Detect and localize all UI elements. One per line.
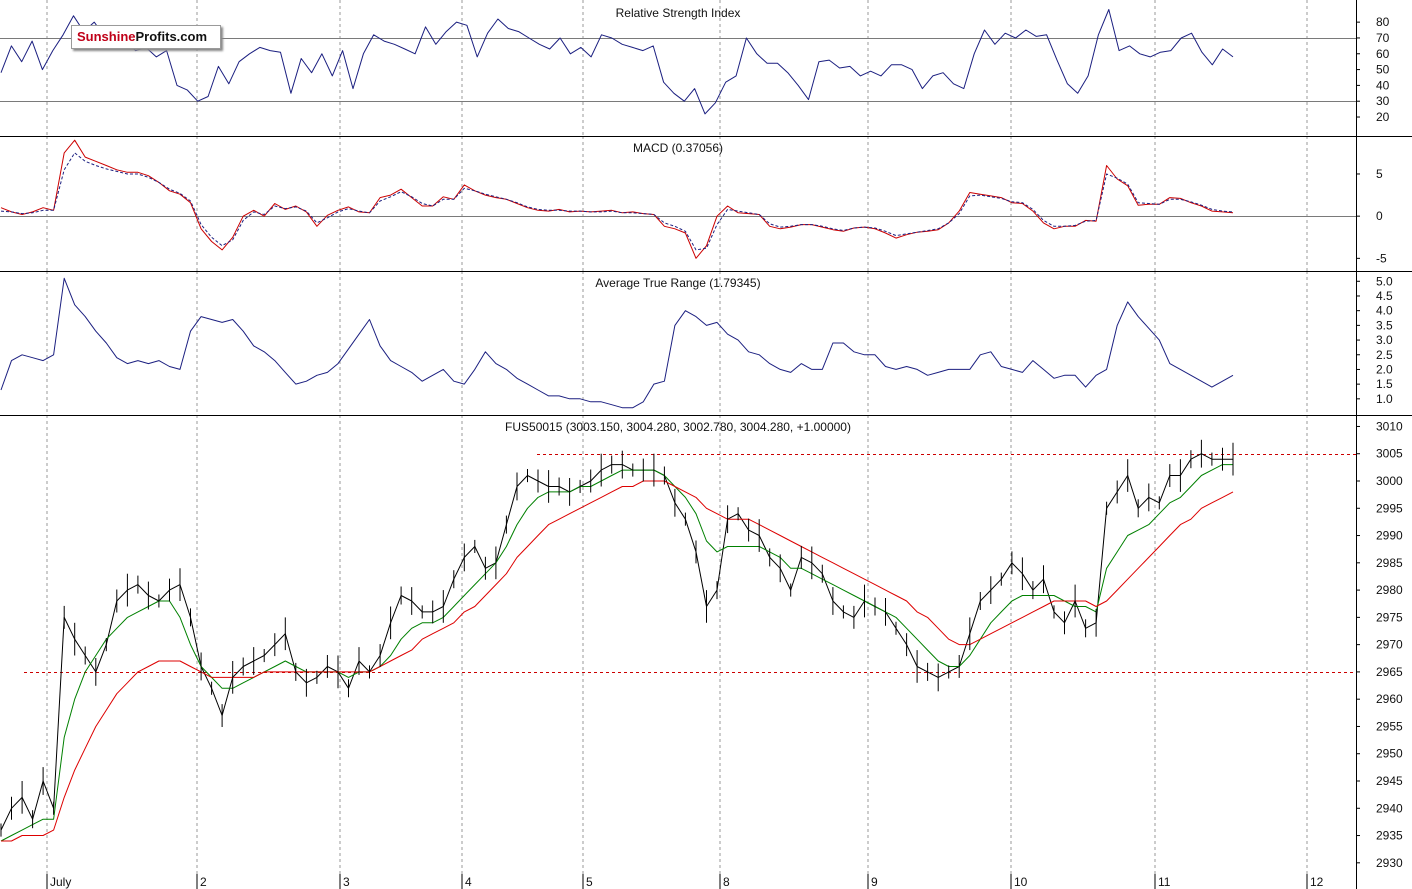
price-pane-title: FUS50015 (3003.150, 3004.280, 3002.780, … [505, 420, 851, 434]
price-y-tick-label-12: 2950 [1376, 747, 1403, 761]
price-y-tick-label-11: 2955 [1376, 720, 1403, 734]
atr-y-tick-label-8: 1.0 [1376, 392, 1393, 406]
price-y-tick-label-9: 2965 [1376, 665, 1403, 679]
price-y-tick-label-7: 2975 [1376, 610, 1403, 624]
atr-y-tick-label-0: 5.0 [1376, 274, 1393, 288]
x-axis-label-6: 9 [871, 875, 878, 889]
price-y-tick-label-15: 2935 [1376, 829, 1403, 843]
x-axis-label-3: 4 [465, 875, 472, 889]
rsi-y-tick-label-3: 50 [1376, 63, 1390, 77]
logo-part-sunshine: Sunshine [77, 29, 136, 44]
price-y-tick-label-2: 3000 [1376, 474, 1403, 488]
rsi-y-tick-label-6: 20 [1376, 110, 1390, 124]
rsi-y-tick-label-5: 30 [1376, 94, 1390, 108]
atr-pane-title: Average True Range (1.79345) [595, 276, 760, 290]
atr-y-tick-label-6: 2.0 [1376, 362, 1393, 376]
x-axis-label-7: 10 [1014, 875, 1028, 889]
grid-layer [0, 0, 1356, 889]
price-y-tick-label-5: 2985 [1376, 556, 1403, 570]
atr-y-tick-label-3: 3.5 [1376, 318, 1393, 332]
macd-y-tick-label-2: -5 [1376, 251, 1387, 265]
price-y-tick-label-16: 2930 [1376, 856, 1403, 870]
price-y-tick-label-1: 3005 [1376, 447, 1403, 461]
atr-y-tick-label-5: 2.5 [1376, 348, 1393, 362]
macd-pane-title: MACD (0.37056) [633, 141, 723, 155]
x-axis-label-8: 11 [1158, 875, 1171, 889]
price-y-tick-label-8: 2970 [1376, 638, 1403, 652]
x-axis-label-5: 8 [723, 875, 730, 889]
x-axis-label-0: July [50, 875, 71, 889]
sunshine-profits-logo: SunshineProfits.com [71, 25, 221, 49]
rsi-y-tick-label-1: 70 [1376, 31, 1390, 45]
atr-series-line-0 [0, 277, 1234, 409]
atr-y-tick-label-1: 4.5 [1376, 289, 1393, 303]
price-y-tick-label-3: 2995 [1376, 501, 1403, 515]
series-layer [0, 9, 1234, 842]
price-series-line-1 [0, 464, 1233, 842]
x-axis-label-4: 5 [586, 875, 593, 889]
atr-y-tick-label-4: 3.0 [1376, 333, 1393, 347]
macd-y-tick-label-0: 5 [1376, 167, 1383, 181]
rsi-y-tick-label-2: 60 [1376, 47, 1390, 61]
macd-series-line-0 [0, 139, 1234, 259]
price-y-tick-label-14: 2940 [1376, 801, 1403, 815]
price-y-tick-label-10: 2960 [1376, 692, 1403, 706]
macd-series-line-1 [0, 152, 1234, 251]
logo-part-profits: Profits.com [135, 29, 208, 44]
price-series-line-2 [1, 480, 1234, 842]
rsi-y-tick-label-0: 80 [1376, 15, 1390, 29]
x-axis-label-2: 3 [343, 875, 350, 889]
macd-y-tick-label-1: 0 [1376, 209, 1383, 223]
price-y-tick-label-0: 3010 [1376, 420, 1403, 434]
x-axis-label-1: 2 [200, 875, 207, 889]
rsi-pane-title: Relative Strength Index [616, 6, 741, 20]
rsi-series-line-0 [0, 9, 1234, 115]
price-y-tick-label-4: 2990 [1376, 529, 1403, 543]
atr-y-tick-label-7: 1.5 [1376, 377, 1393, 391]
atr-y-tick-label-2: 4.0 [1376, 304, 1393, 318]
price-y-tick-label-6: 2980 [1376, 583, 1403, 597]
price-y-tick-label-13: 2945 [1376, 774, 1403, 788]
price-series-line-0 [0, 453, 1233, 831]
rsi-y-tick-label-4: 40 [1376, 78, 1390, 92]
x-axis-label-9: 12 [1310, 875, 1324, 889]
